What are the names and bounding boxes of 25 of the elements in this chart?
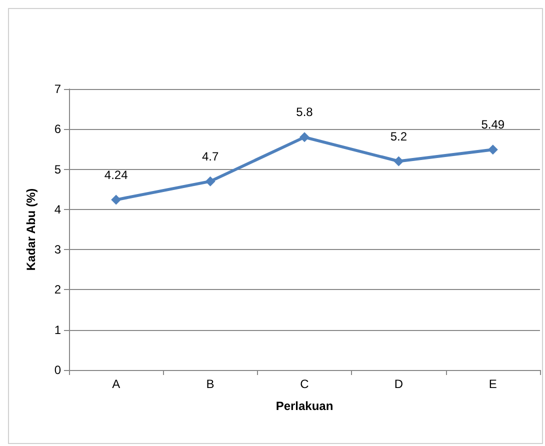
x-tick-label: B (206, 377, 214, 391)
point (205, 176, 216, 186)
point (300, 132, 310, 142)
data-label: 5.2 (390, 129, 408, 144)
y-tick-label: 7 (54, 82, 62, 96)
x-tick-label: D (394, 377, 404, 391)
x-tick-label: C (300, 377, 310, 391)
x-tick-label: A (112, 377, 120, 391)
y-tick-label: 2 (54, 282, 62, 297)
x-tick-label: E (488, 377, 497, 391)
point (394, 156, 404, 166)
y-tick-label: 1 (54, 322, 62, 337)
y-tick-label: 4 (54, 202, 62, 216)
data-label: 5.8 (296, 105, 314, 120)
data-label: 4.7 (202, 149, 219, 164)
point (488, 144, 498, 155)
y-tick-label: 6 (54, 122, 62, 136)
y-tick-label: 0 (54, 363, 62, 377)
data-label: 4.24 (104, 168, 128, 182)
x-axis-title: Perlakuan (276, 399, 334, 413)
point (111, 194, 122, 205)
y-axis-title: Kadar Abu (%) (24, 188, 38, 271)
y-tick-label: 5 (54, 162, 62, 176)
data-label: 5.49 (481, 118, 505, 132)
y-tick-label: 3 (54, 242, 62, 257)
